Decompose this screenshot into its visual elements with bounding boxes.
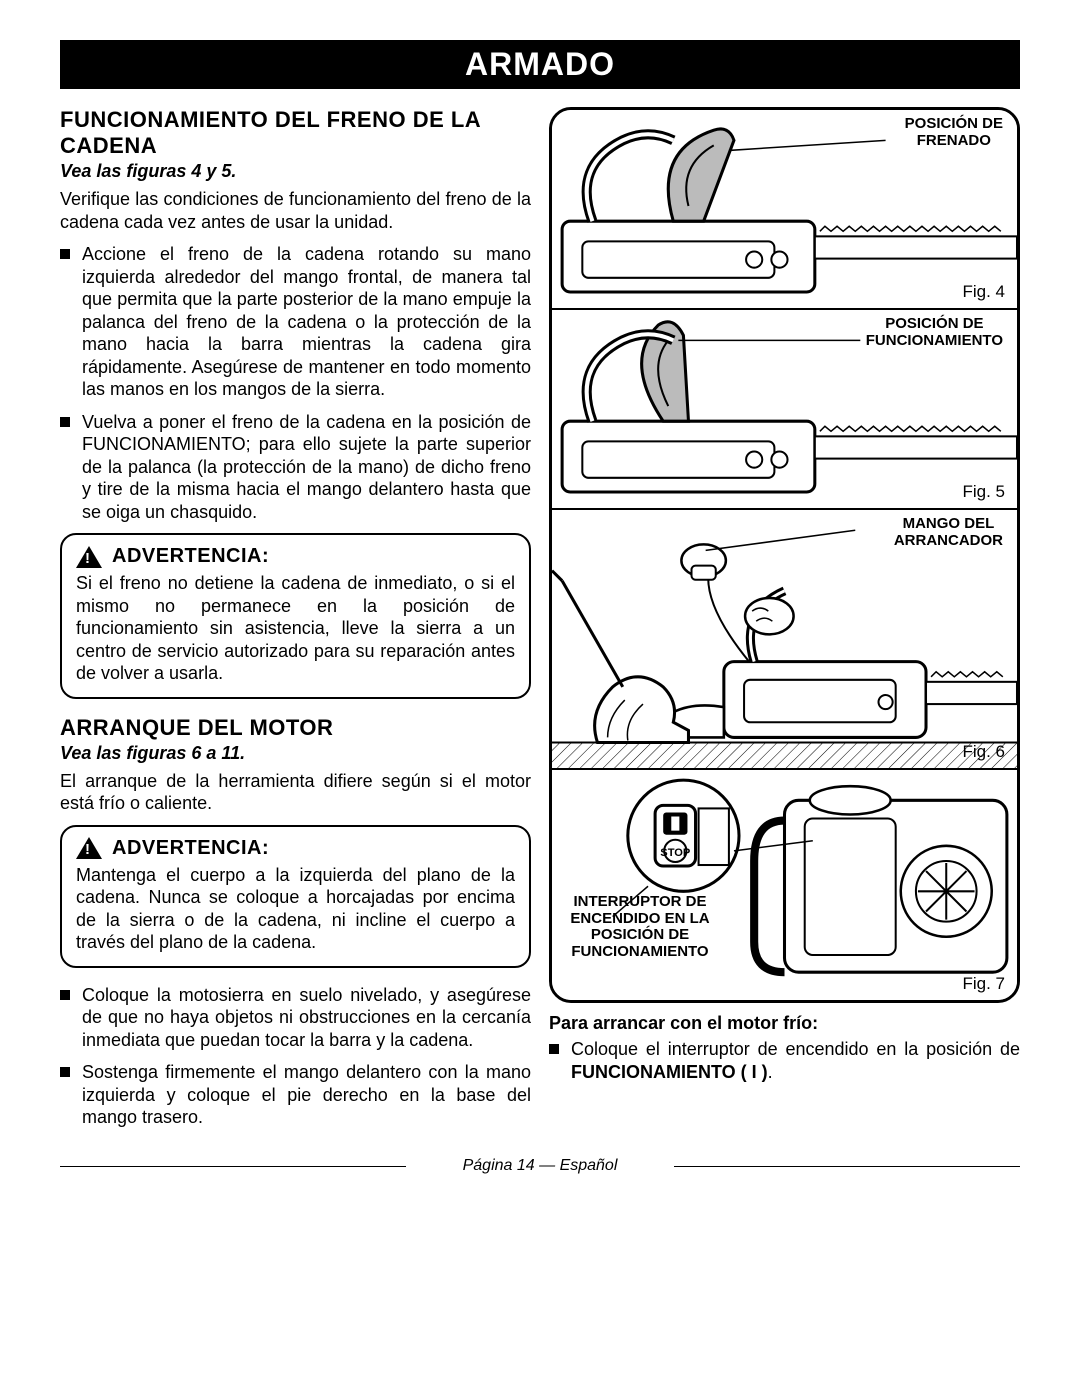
list-item: Accione el freno de la cadena rotando su… [60, 243, 531, 401]
bullet-text-suffix: . [768, 1062, 773, 1082]
fig6-illustration [552, 510, 1017, 773]
list-item: Coloque el interruptor de encendido en l… [549, 1038, 1020, 1083]
svg-text:STOP: STOP [660, 847, 691, 859]
bullet-text-prefix: Coloque el interruptor de encendido en l… [571, 1039, 1020, 1059]
warning1-title: ADVERTENCIA: [112, 545, 269, 568]
figure-stack: POSICIÓN DE FRENADO [549, 107, 1020, 1003]
section2-bullets: Coloque la motosierra en suelo nivelado,… [60, 984, 531, 1129]
figure-panel-7: INTERRUPTOR DE ENCENDIDO EN LA POSICIÓN … [552, 770, 1017, 1000]
list-item: Sostenga firmemente el mango delantero c… [60, 1061, 531, 1129]
fig6-number: Fig. 6 [962, 742, 1005, 762]
warning2-body: Mantenga el cuerpo a la izquierda del pl… [76, 864, 515, 954]
section1-figref: Vea las figuras 4 y 5. [60, 161, 531, 182]
warning2-header: ADVERTENCIA: [76, 837, 515, 860]
section1-bullets: Accione el freno de la cadena rotando su… [60, 243, 531, 523]
page-title-bar: ARMADO [60, 40, 1020, 89]
section1-heading: FUNCIONAMIENTO DEL FRENO DE LA CADENA [60, 107, 531, 159]
cold-start-bullets: Coloque el interruptor de encendido en l… [549, 1038, 1020, 1083]
fig7-label: INTERRUPTOR DE ENCENDIDO EN LA POSICIÓN … [560, 894, 720, 960]
warning1-header: ADVERTENCIA: [76, 545, 515, 568]
fig7-number: Fig. 7 [962, 974, 1005, 994]
left-column: FUNCIONAMIENTO DEL FRENO DE LA CADENA Ve… [60, 107, 531, 1139]
section2-figref: Vea las figuras 6 a 11. [60, 743, 531, 764]
fig7-illustration: STOP [552, 770, 1017, 1003]
cold-start-subhead: Para arrancar con el motor frío: [549, 1013, 1020, 1034]
two-column-layout: FUNCIONAMIENTO DEL FRENO DE LA CADENA Ve… [60, 107, 1020, 1139]
right-column: POSICIÓN DE FRENADO [549, 107, 1020, 1139]
warning2-title: ADVERTENCIA: [112, 837, 269, 860]
warning-box-1: ADVERTENCIA: Si el freno no detiene la c… [60, 533, 531, 699]
list-item: Vuelva a poner el freno de la cadena en … [60, 411, 531, 524]
footer-text: Página 14 — Español [463, 1157, 618, 1174]
warning1-body: Si el freno no detiene la cadena de inme… [76, 572, 515, 685]
fig5-number: Fig. 5 [962, 482, 1005, 502]
section2-intro: El arranque de la herramienta difiere se… [60, 770, 531, 815]
section2-heading: ARRANQUE DEL MOTOR [60, 715, 531, 741]
page-footer: Página 14 — Español [60, 1157, 1020, 1175]
fig4-label: POSICIÓN DE FRENADO [905, 116, 1003, 149]
list-item: Coloque la motosierra en suelo nivelado,… [60, 984, 531, 1052]
figure-panel-6: MANGO DEL ARRANCADOR [552, 510, 1017, 770]
section1-intro: Verifique las condiciones de funcionamie… [60, 188, 531, 233]
bullet-text-bold: FUNCIONAMIENTO ( I ) [571, 1062, 768, 1082]
warning-icon [76, 546, 102, 568]
fig6-label: MANGO DEL ARRANCADOR [894, 516, 1003, 549]
figure-panel-4: POSICIÓN DE FRENADO [552, 110, 1017, 310]
fig5-label: POSICIÓN DE FUNCIONAMIENTO [866, 316, 1003, 349]
figure-panel-5: POSICIÓN DE FUNCIONAMIENTO Fig. 5 [552, 310, 1017, 510]
warning-box-2: ADVERTENCIA: Mantenga el cuerpo a la izq… [60, 825, 531, 968]
warning-icon [76, 837, 102, 859]
fig4-number: Fig. 4 [962, 282, 1005, 302]
